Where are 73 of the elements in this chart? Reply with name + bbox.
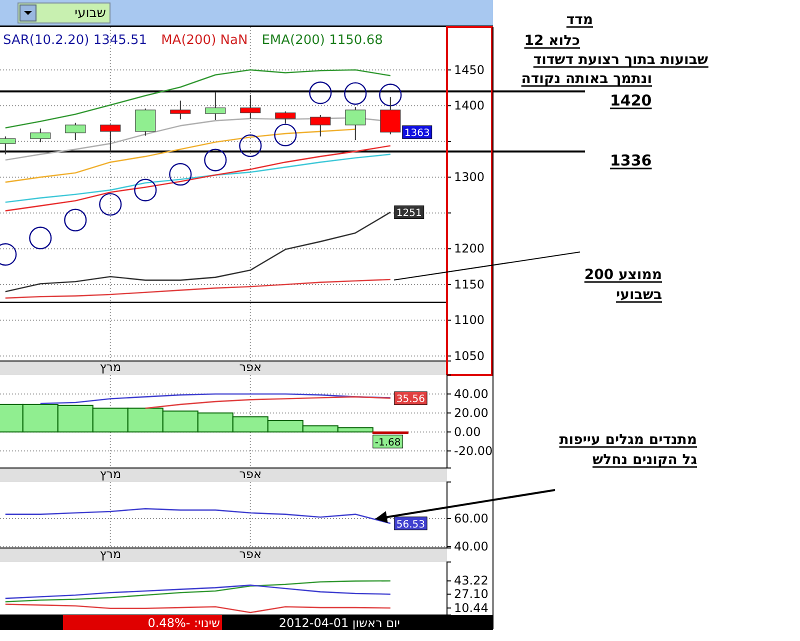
line-series xyxy=(4,508,392,524)
candlestick xyxy=(135,108,156,136)
y-tick-label: 1050 xyxy=(454,348,485,363)
line-series xyxy=(4,128,356,183)
x-tick-label: מרץ xyxy=(100,547,122,562)
point xyxy=(64,208,87,232)
point xyxy=(344,82,367,105)
y-tick-label: 1200 xyxy=(454,242,485,256)
candlestick xyxy=(65,122,86,140)
x-tick-label: אפר xyxy=(239,547,262,562)
y-tick-label: 20.00 xyxy=(454,406,488,420)
text: 1363 xyxy=(404,128,430,140)
note-text: שינוי: -0.48% xyxy=(148,616,220,630)
point xyxy=(169,163,192,186)
note-text: שבועות בתוך רצועת דשדוד xyxy=(533,52,708,68)
line-series xyxy=(4,584,392,600)
line-series xyxy=(4,580,392,602)
note-text: ממוצע 200 בשבועי xyxy=(584,267,662,303)
point xyxy=(274,124,297,146)
line-series xyxy=(4,278,392,299)
y-tick-label: 1300 xyxy=(454,170,485,184)
y-tick-label: 1400 xyxy=(454,98,485,113)
line-series xyxy=(4,154,392,203)
point xyxy=(99,193,122,216)
x-tick-label: מרץ xyxy=(100,360,122,374)
line-series xyxy=(4,212,392,292)
x-tick-label: אפר xyxy=(239,360,262,374)
line-series xyxy=(144,396,392,409)
point xyxy=(379,84,402,106)
line-series xyxy=(4,69,392,128)
candlestick xyxy=(100,124,121,152)
ref-line-label: 1336 xyxy=(610,151,652,170)
line-series xyxy=(4,604,392,614)
candlestick xyxy=(345,106,366,140)
candlestick xyxy=(310,114,331,137)
data-label: 1251 xyxy=(396,208,422,220)
y-tick-label: 0.00 xyxy=(454,424,481,439)
y-tick-label: 1150 xyxy=(454,277,485,292)
y-tick-label: 40.00 xyxy=(454,386,488,401)
note-text: ונתמך באותה נקודה xyxy=(521,71,652,87)
y-tick-label: 40.00 xyxy=(454,539,488,554)
candlestick xyxy=(240,94,261,120)
note-text: EMA(200) 1150.68 xyxy=(262,33,383,48)
candlestick xyxy=(205,92,226,120)
note-text: MA(200) NaN xyxy=(161,33,248,48)
note-text: שבועי xyxy=(74,6,106,21)
note-text: יום ראשון 2012-04-01 xyxy=(278,616,400,630)
point xyxy=(309,82,332,104)
data-label: 56.53 xyxy=(396,519,426,530)
line-series xyxy=(40,393,392,404)
note-text: SAR(10.2.20) 1345.51 xyxy=(3,33,148,48)
data-label: 35.56 xyxy=(396,394,426,406)
y-tick-label: 60.00 xyxy=(454,511,488,526)
y-tick-label: 1450 xyxy=(454,62,485,77)
y-tick-label: 1100 xyxy=(454,313,485,328)
note-text: מדד xyxy=(566,12,593,28)
point xyxy=(204,148,227,172)
candlestick xyxy=(170,100,191,120)
data-label: -1.68 xyxy=(374,438,401,449)
note-text: מתנדים מגלים עייפות גל הקונים נחלש xyxy=(559,432,697,468)
candlestick xyxy=(30,128,51,143)
note-text: כלוא 12 xyxy=(524,33,580,49)
point xyxy=(29,226,52,250)
point xyxy=(239,134,262,158)
ref-line-label: 1420 xyxy=(610,91,652,110)
x-tick-label: מרץ xyxy=(100,467,122,482)
y-tick-label: 43.22 xyxy=(454,574,488,588)
y-tick-label: -20.00 xyxy=(454,444,493,458)
point xyxy=(134,178,157,202)
line-series xyxy=(4,145,392,212)
y-tick-label: 27.10 xyxy=(454,587,488,602)
x-tick-label: אפר xyxy=(239,467,262,482)
y-tick-label: 10.44 xyxy=(454,600,488,615)
